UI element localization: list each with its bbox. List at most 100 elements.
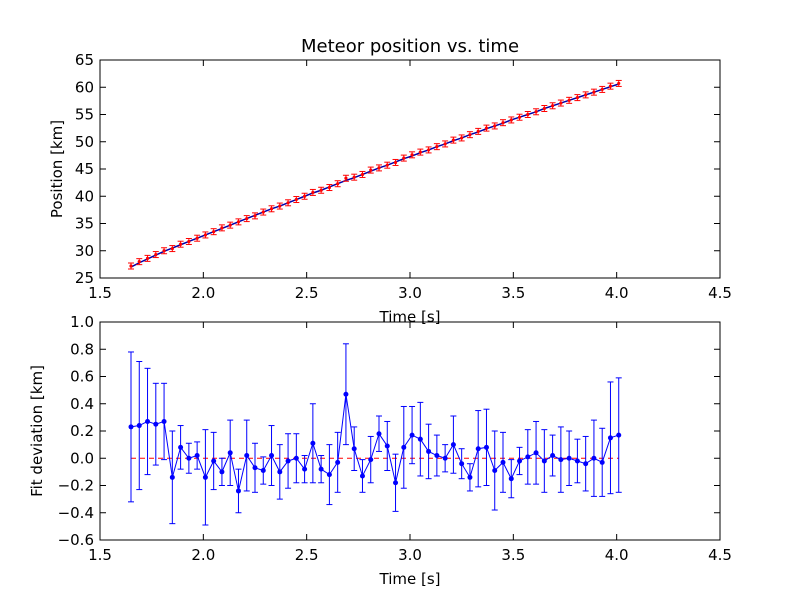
x-tick-label: 4.5 [708,546,732,564]
x-tick-label: 4.5 [708,284,732,302]
data-point [227,450,233,456]
data-point [559,101,563,105]
data-point [541,458,547,464]
data-point [460,136,464,140]
data-point [212,230,216,234]
data-point [278,204,282,208]
x-tick-label: 3.5 [501,284,525,302]
data-point [162,249,166,253]
y-axis-label: Position [km] [48,120,66,218]
data-point [326,472,332,478]
x-tick-label: 1.5 [88,546,112,564]
data-point [426,448,432,454]
data-point [442,455,448,461]
data-point [351,446,357,452]
data-point [435,145,439,149]
y-tick-label: 0.0 [70,449,94,467]
data-point [211,458,217,464]
deviation-plot: Fit deviation [km] Time [s] 1.5 2.0 2.5 3.0… [28,313,732,588]
data-point [566,455,572,461]
data-point [369,168,373,172]
x-tick-label: 2.5 [295,546,319,564]
data-point [260,468,266,474]
data-point [169,474,175,480]
data-point [303,194,307,198]
data-point [450,442,456,448]
x-tick-label: 4.0 [605,284,629,302]
data-point [475,446,481,452]
data-point [451,138,455,142]
plot-frame [99,59,721,279]
data-point [344,176,348,180]
data-point [385,163,389,167]
data-point [244,453,250,459]
data-point [310,440,316,446]
data-point [526,112,530,117]
data-point [493,124,497,128]
data-point [293,455,299,461]
data-point [145,256,150,260]
data-point [235,488,241,494]
data-point [376,431,382,437]
data-point [335,459,341,465]
data-point [427,148,431,152]
data-point [154,252,158,257]
data-point [583,461,589,467]
data-point [219,469,225,475]
data-point [286,201,290,205]
data-point [252,465,258,471]
data-point [558,457,564,463]
data-point [534,110,538,114]
data-point [128,424,134,430]
x-tick-label: 2.0 [191,546,215,564]
data-point [245,216,249,221]
x-axis-label: Time [s] [379,570,441,588]
data-point [459,461,465,467]
data-point [591,455,597,461]
y-tick-label: 0.2 [70,422,94,440]
x-tick-label: 2.5 [295,284,319,302]
data-point [418,150,422,154]
data-point [517,458,523,464]
y-tick-label: 30 [75,242,94,260]
data-point [476,129,480,133]
data-point [483,444,489,450]
data-point [402,156,406,160]
y-tick-label: −0.2 [58,477,94,495]
y-axis-label: Fit deviation [km] [28,365,46,497]
x-tick-label: 3.5 [501,546,525,564]
data-point [500,459,506,465]
data-point [187,239,191,244]
data-point [145,418,151,424]
data-point [236,220,241,224]
data-point [393,160,398,165]
x-tick-label: 4.0 [605,546,629,564]
data-point [136,423,142,429]
data-point [525,454,531,460]
data-point [261,210,265,214]
data-point [393,480,399,486]
y-tick-label: 60 [75,78,94,96]
data-point [327,185,331,190]
data-point [302,466,308,472]
data-point [336,182,340,186]
data-point [253,214,257,218]
data-point [410,153,414,157]
data-point [195,236,199,240]
data-point [607,435,613,441]
data-point [608,84,613,88]
y-tick-label: 0.4 [70,395,94,413]
data-point [228,223,232,227]
data-point [285,458,291,464]
y-tick-label: −0.4 [58,504,94,522]
data-point [484,126,489,130]
data-point [359,473,365,479]
x-tick-label: 3.0 [398,284,422,302]
x-tick-label: 1.5 [88,284,112,302]
data-point [584,93,588,97]
data-point [318,466,324,472]
data-point [377,166,381,170]
data-point [600,87,604,92]
data-point [575,96,580,100]
